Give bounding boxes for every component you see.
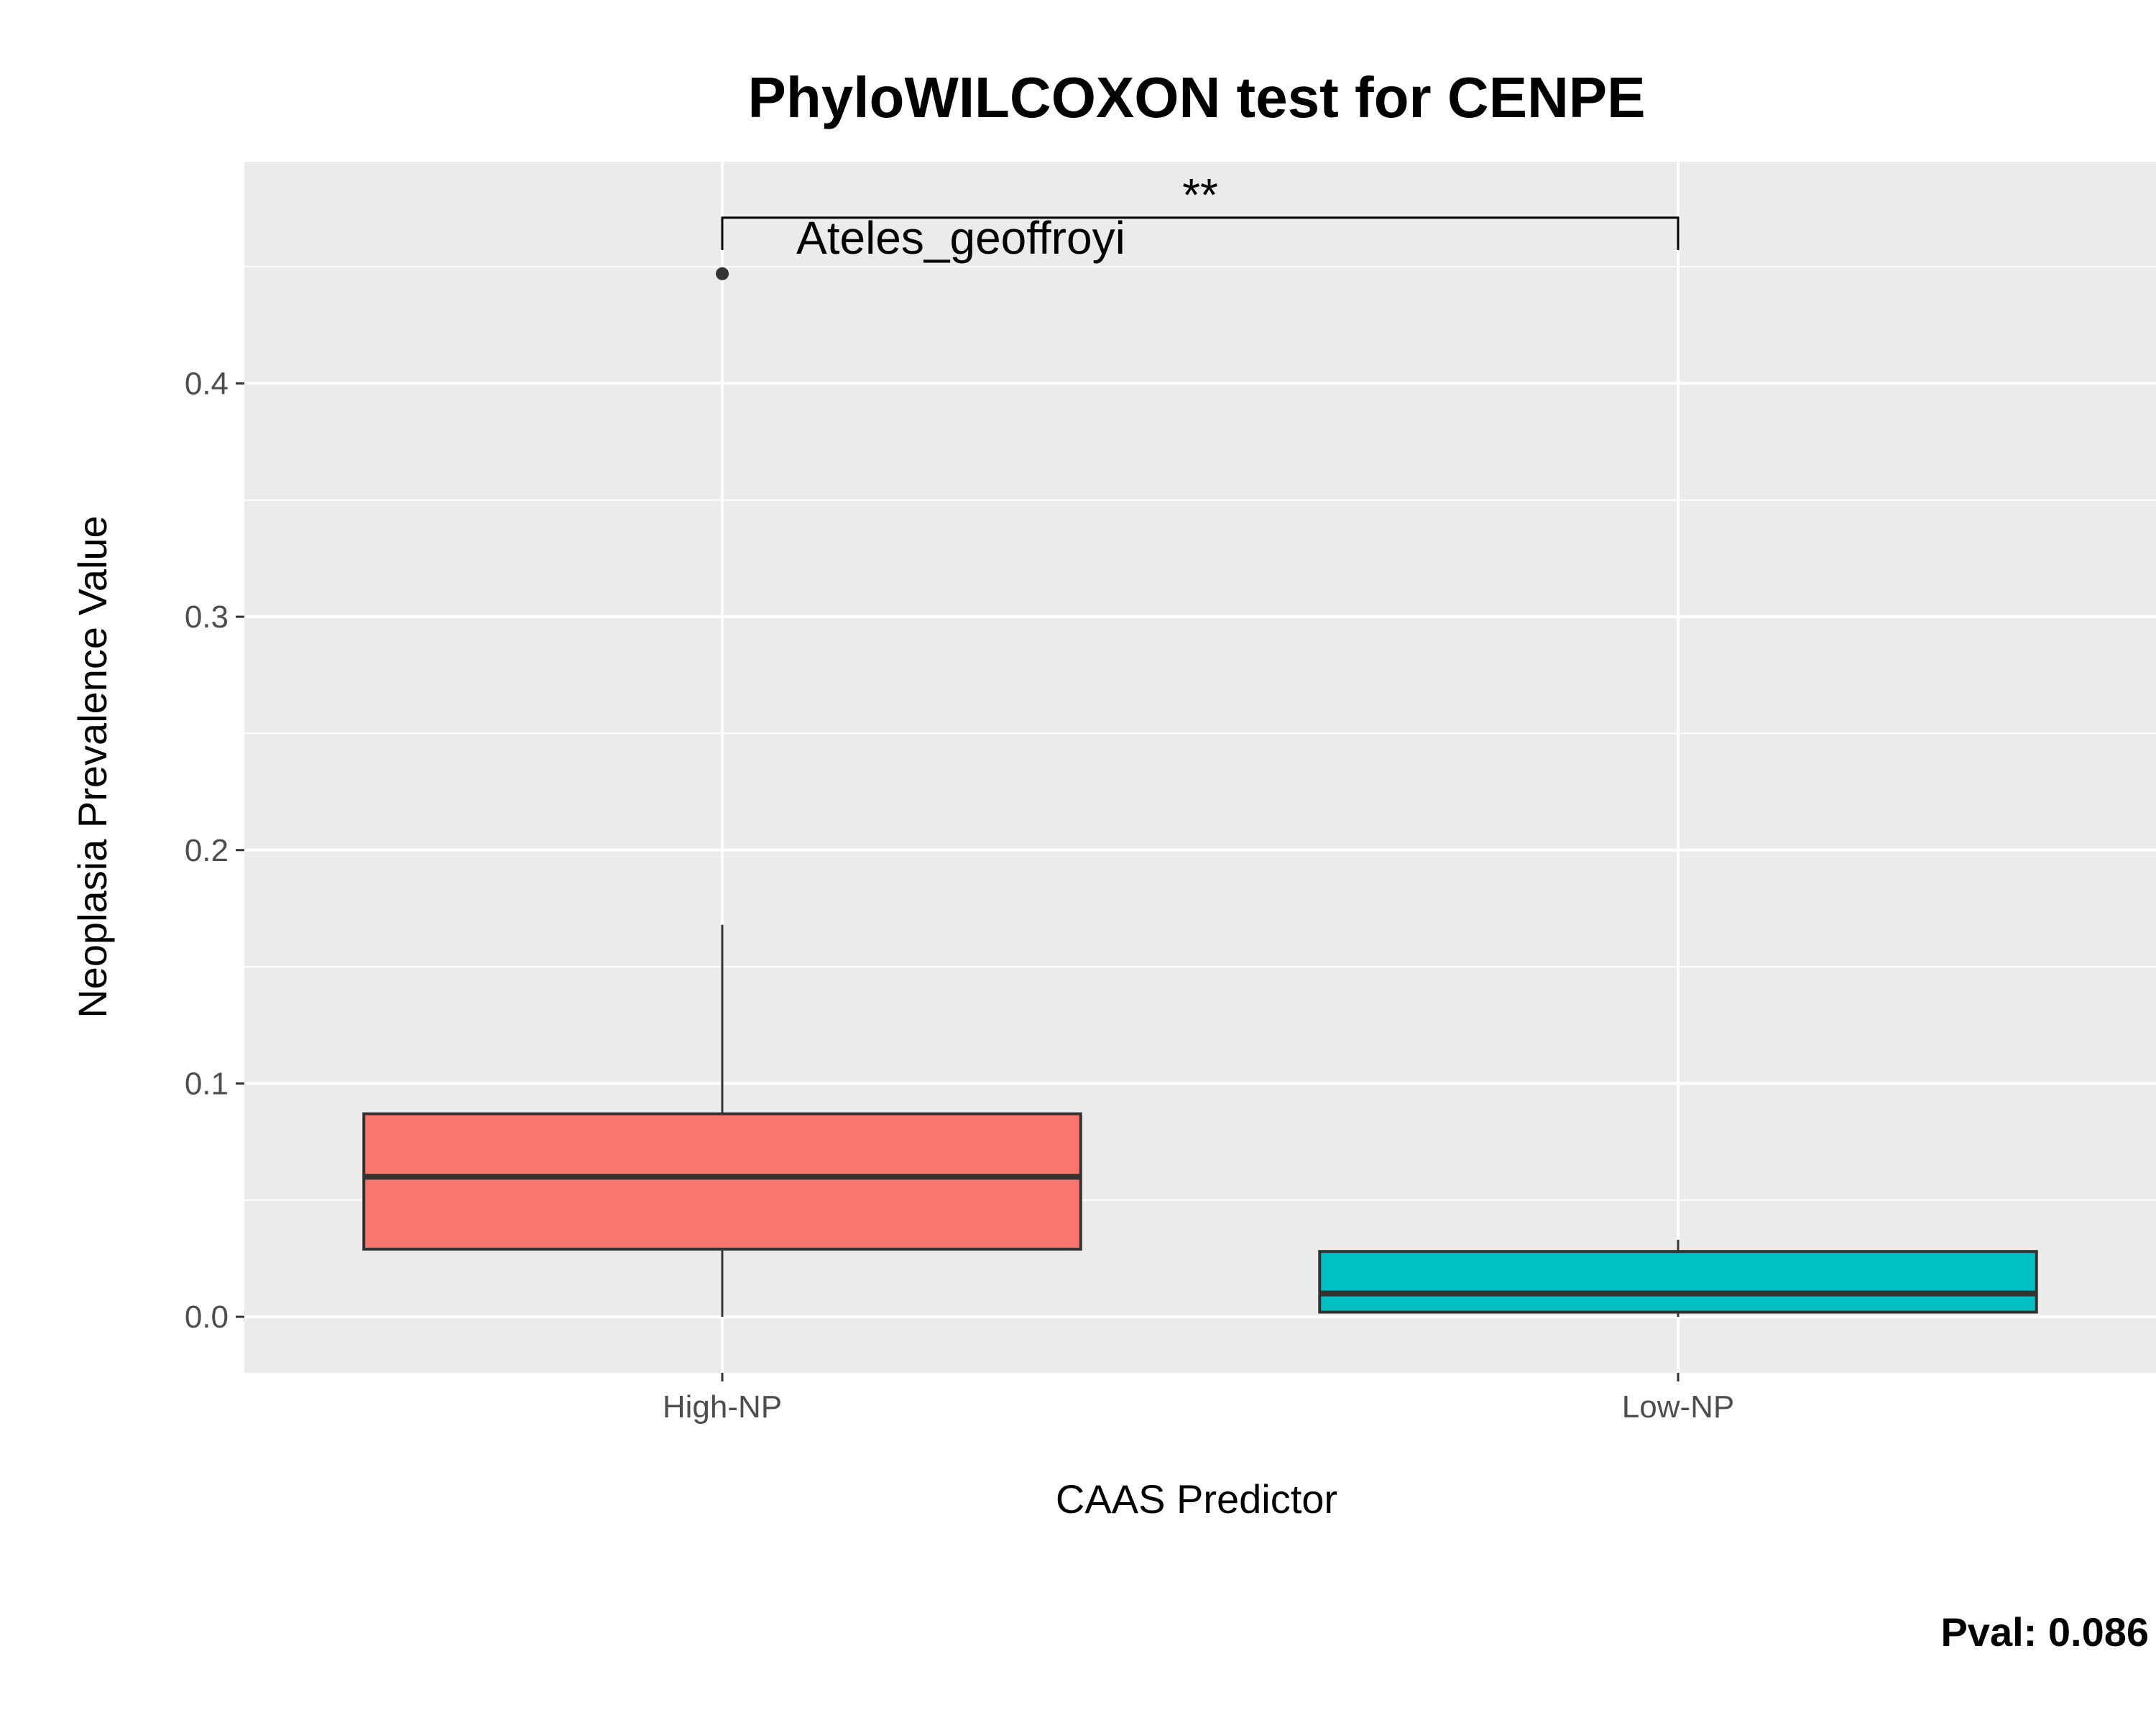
y-axis-title: Neoplasia Prevalence Value [70, 515, 115, 1018]
y-tick-label: 0.0 [185, 1300, 229, 1335]
y-axis: 0.0 0.1 0.2 0.3 0.4 [185, 366, 244, 1335]
bracket-line [721, 216, 1680, 250]
chart-title: PhyloWILCOXON test for CENPE [748, 65, 1646, 129]
significance-label: ** [1182, 169, 1218, 221]
outlier-point [716, 267, 729, 280]
box-low-np [1318, 1239, 2038, 1317]
y-tick-label: 0.4 [185, 366, 229, 401]
x-axis: High-NP Low-NP [663, 1373, 1734, 1425]
y-tick-label: 0.3 [185, 599, 229, 635]
box-high-np: Ateles_geoffroyi [362, 212, 1125, 1317]
y-tick-label: 0.2 [185, 833, 229, 868]
x-tick-label: High-NP [663, 1389, 782, 1425]
pvalue-text: Pval: 0.086 [1940, 1609, 2149, 1655]
significance-bracket: ** [721, 169, 1680, 250]
box-body [362, 1112, 1082, 1251]
x-axis-title: CAAS Predictor [1056, 1476, 1337, 1522]
boxes: Ateles_geoffroyi [362, 212, 2038, 1317]
outlier-label: Ateles_geoffroyi [796, 212, 1125, 264]
box-body [1318, 1250, 2038, 1314]
y-tick-label: 0.1 [185, 1066, 229, 1101]
x-tick-label: Low-NP [1622, 1389, 1735, 1425]
